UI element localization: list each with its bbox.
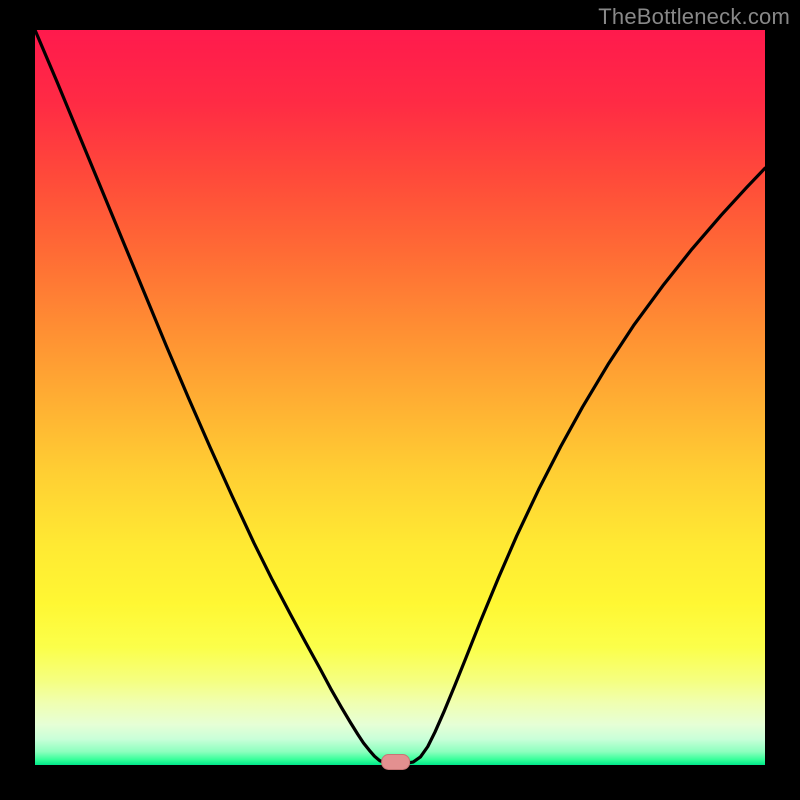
plot-gradient-background [35,30,765,765]
chart-container: TheBottleneck.com [0,0,800,800]
bottleneck-chart [0,0,800,800]
watermark-text: TheBottleneck.com [598,4,790,30]
optimal-marker [382,755,410,770]
